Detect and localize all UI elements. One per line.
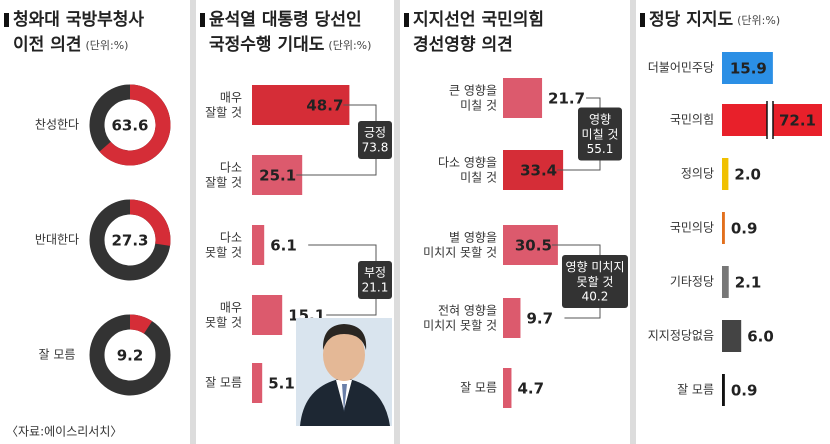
value-label: 33.4 (520, 162, 557, 180)
category-label: 별 영향을 미치지 못할 것 (423, 230, 497, 259)
annotation-box (578, 107, 622, 161)
category-label: 지지정당없음 (648, 329, 714, 343)
value-label: 5.1 (268, 375, 295, 393)
bar (252, 363, 263, 403)
category-label: 매우 잘할 것 (205, 90, 242, 119)
value-label: 6.1 (270, 237, 297, 255)
value-label: 6.0 (747, 328, 774, 346)
annotation-label: 부정 (364, 266, 386, 280)
value-label: 27.3 (111, 232, 148, 250)
category-label: 정의당 (681, 167, 714, 181)
annotation-label: 긍정 (364, 126, 386, 140)
category-label: 잘 모름 (460, 381, 497, 395)
bar (722, 374, 725, 406)
value-label: 15.9 (730, 60, 767, 78)
bar (722, 212, 725, 244)
category-label: 잘 모름 (39, 348, 76, 362)
value-label: 0.9 (731, 382, 758, 400)
unit-label: (단위:%) (85, 39, 128, 52)
portrait (296, 318, 392, 426)
category-label: 잘 모름 (205, 376, 242, 390)
category-label: 찬성한다 (35, 117, 79, 132)
bar (503, 368, 512, 408)
category-label: 잘 모름 (677, 383, 714, 397)
annotation-value: 21.1 (362, 281, 389, 295)
annotation-box (562, 255, 628, 308)
bar (503, 78, 543, 118)
annotation-box (358, 121, 392, 159)
bar (252, 85, 350, 125)
annotation-label: 영향 미칠 것 (582, 112, 619, 141)
chart-title: 이전 의견 (13, 35, 81, 55)
chart-title: 정당 지지도 (649, 10, 733, 30)
category-label: 전혀 영향을 미치지 못할 것 (423, 303, 497, 332)
value-label: 9.7 (526, 310, 553, 328)
bar (503, 298, 521, 338)
bar (722, 320, 742, 352)
chart-title: 국정수행 기대도 (209, 35, 325, 55)
chart-title: 윤석열 대통령 당선인 (209, 9, 362, 30)
unit-label: (단위:%) (328, 39, 371, 52)
value-label: 25.1 (259, 167, 296, 185)
bar (722, 52, 773, 84)
value-label: 72.1 (779, 112, 816, 130)
value-label: 30.5 (515, 237, 552, 255)
category-label: 더불어민주당 (648, 61, 714, 75)
category-label: 매우 못할 것 (205, 300, 242, 329)
bar (503, 225, 558, 265)
category-label: 큰 영향을 미칠 것 (449, 83, 497, 112)
category-label: 다소 잘할 것 (205, 160, 242, 189)
category-label: 국민의힘 (670, 113, 714, 127)
title-marker (200, 13, 205, 27)
bar (252, 225, 265, 265)
category-label: 반대한다 (35, 233, 79, 247)
annotation-box (358, 261, 392, 299)
annotation-label: 영향 미치지 못할 것 (565, 260, 624, 289)
bar (722, 158, 729, 190)
bar (503, 150, 564, 190)
category-label: 국민의당 (670, 221, 714, 235)
panel (400, 0, 630, 444)
title-marker (404, 13, 409, 27)
bar (252, 155, 303, 195)
category-label: 다소 영향을 미칠 것 (438, 155, 497, 184)
donut-segment (129, 314, 153, 334)
unit-label: (단위:%) (737, 14, 780, 27)
title-marker (640, 13, 645, 27)
donut-segment (99, 84, 171, 166)
annotation-value: 55.1 (587, 142, 614, 156)
category-label: 기타정당 (670, 275, 714, 289)
chart-title: 지지선언 국민의힘 (413, 9, 544, 30)
value-label: 48.7 (306, 97, 343, 115)
value-label: 2.0 (734, 166, 761, 184)
bar (722, 266, 729, 298)
value-label: 0.9 (731, 220, 758, 238)
chart-title: 청와대 국방부청사 (13, 9, 144, 30)
value-label: 4.7 (517, 380, 544, 398)
value-label: 63.6 (111, 117, 148, 135)
value-label: 9.2 (117, 347, 144, 365)
source: 〈자료:에이스리서치〉 (6, 425, 122, 439)
annotation-value: 40.2 (582, 290, 609, 304)
value-label: 21.7 (548, 90, 585, 108)
axis-break (767, 101, 773, 139)
title-marker (4, 13, 9, 27)
annotation-value: 73.8 (362, 141, 389, 155)
value-label: 2.1 (735, 274, 762, 292)
donut-segment (129, 199, 171, 246)
chart-title: 경선영향 의견 (413, 34, 513, 55)
bar (252, 295, 283, 335)
category-label: 다소 못할 것 (205, 230, 242, 259)
